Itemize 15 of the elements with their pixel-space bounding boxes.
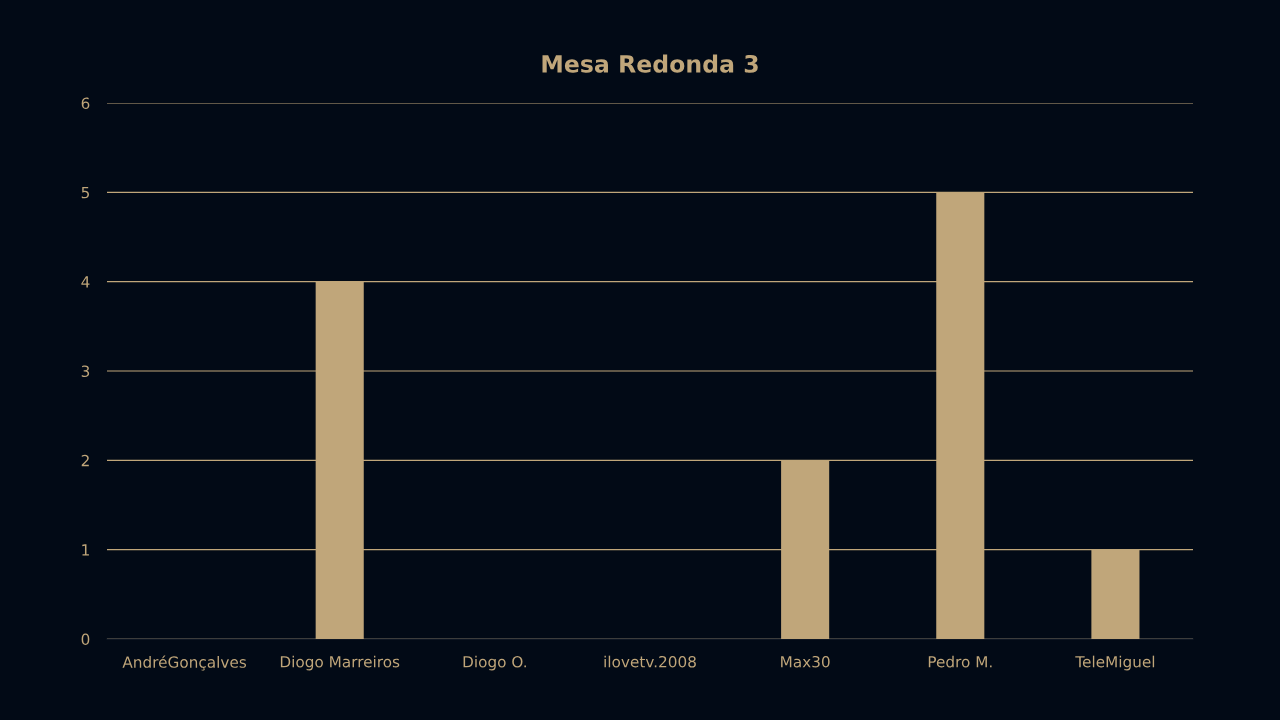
- y-tick-label: 4: [81, 276, 90, 288]
- x-tick-label: AndréGonçalves: [122, 655, 247, 671]
- y-tick-label: 5: [81, 187, 89, 199]
- y-tick-label: 2: [81, 454, 89, 467]
- x-tick-label: Max30: [781, 655, 830, 668]
- x-tick-label: Diogo Marreiros: [280, 655, 400, 671]
- y-tick-label: 6: [81, 97, 90, 110]
- x-tick-label: ilovetv.2008: [604, 655, 696, 668]
- x-tick-label: Diogo O.: [463, 655, 526, 671]
- y-tick-label: 1: [82, 544, 89, 556]
- x-tick-label: Pedro M.: [928, 655, 992, 668]
- y-tick-label: 3: [81, 365, 90, 378]
- y-tick-label: 0: [81, 633, 90, 646]
- x-tick-label: TeleMiguel: [1075, 655, 1155, 671]
- chart-title: Mesa Redonda 3: [542, 54, 758, 73]
